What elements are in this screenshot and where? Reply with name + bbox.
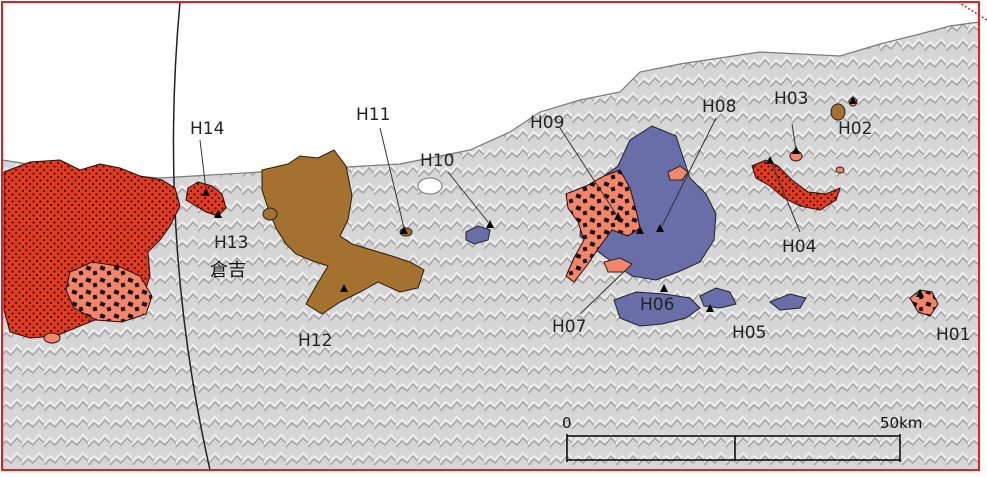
marker-h06 bbox=[660, 284, 668, 292]
label-h06: H06 bbox=[640, 295, 674, 315]
blue-patch-east bbox=[769, 293, 807, 311]
scale-start-label: 0 bbox=[562, 414, 572, 432]
brown-unit bbox=[261, 149, 425, 315]
marker-h04 bbox=[766, 156, 774, 164]
blue-patch-h10 bbox=[465, 225, 491, 245]
land-area bbox=[2, 22, 979, 470]
marker-h13 bbox=[214, 210, 222, 218]
marker-h08 bbox=[656, 224, 664, 232]
label-h13: H13 bbox=[214, 233, 248, 253]
blue-patch-h05 bbox=[699, 287, 737, 309]
volcano-markers bbox=[202, 96, 924, 312]
label-h05: H05 bbox=[732, 323, 766, 343]
scale-bar: 0 50km bbox=[562, 414, 922, 462]
label-h14: H14 bbox=[190, 119, 224, 139]
marker-h12 bbox=[340, 284, 348, 292]
salmon-patch-east bbox=[835, 166, 845, 174]
marker-h07 bbox=[636, 226, 644, 234]
h04-unit bbox=[751, 159, 841, 211]
label-h10: H10 bbox=[420, 151, 454, 171]
marker-h01 bbox=[916, 289, 924, 297]
label-h03: H03 bbox=[774, 89, 808, 109]
scale-end-label: 50km bbox=[880, 414, 922, 432]
marker-h10 bbox=[486, 220, 494, 228]
city-label-kurayoshi: 倉吉 bbox=[210, 260, 246, 281]
marker-h14 bbox=[202, 188, 210, 196]
brown-patch-west bbox=[262, 207, 278, 221]
label-h12: H12 bbox=[298, 331, 332, 351]
label-h11: H11 bbox=[356, 105, 390, 125]
frame-corner-dotted bbox=[957, 1, 987, 21]
marker-h09 bbox=[614, 212, 622, 220]
label-h09: H09 bbox=[530, 113, 564, 133]
marker-h02 bbox=[849, 96, 857, 104]
marker-h11 bbox=[400, 226, 408, 234]
h02-unit bbox=[830, 103, 846, 121]
label-h02: H02 bbox=[838, 119, 872, 139]
leader-lines bbox=[199, 117, 801, 315]
map-frame bbox=[1, 1, 980, 471]
label-h01: H01 bbox=[936, 325, 970, 345]
label-h04: H04 bbox=[782, 237, 816, 257]
h08-unit bbox=[667, 165, 689, 181]
reference-arc bbox=[172, 1, 211, 471]
marker-h05 bbox=[706, 304, 714, 312]
h09-unit bbox=[565, 169, 641, 283]
blue-lobe-south bbox=[613, 291, 701, 327]
salmon-block-unit-west bbox=[65, 261, 153, 323]
lake bbox=[417, 177, 443, 195]
label-h08: H08 bbox=[702, 97, 736, 117]
salmon-patch-small bbox=[43, 332, 61, 344]
label-h07: H07 bbox=[552, 317, 586, 337]
